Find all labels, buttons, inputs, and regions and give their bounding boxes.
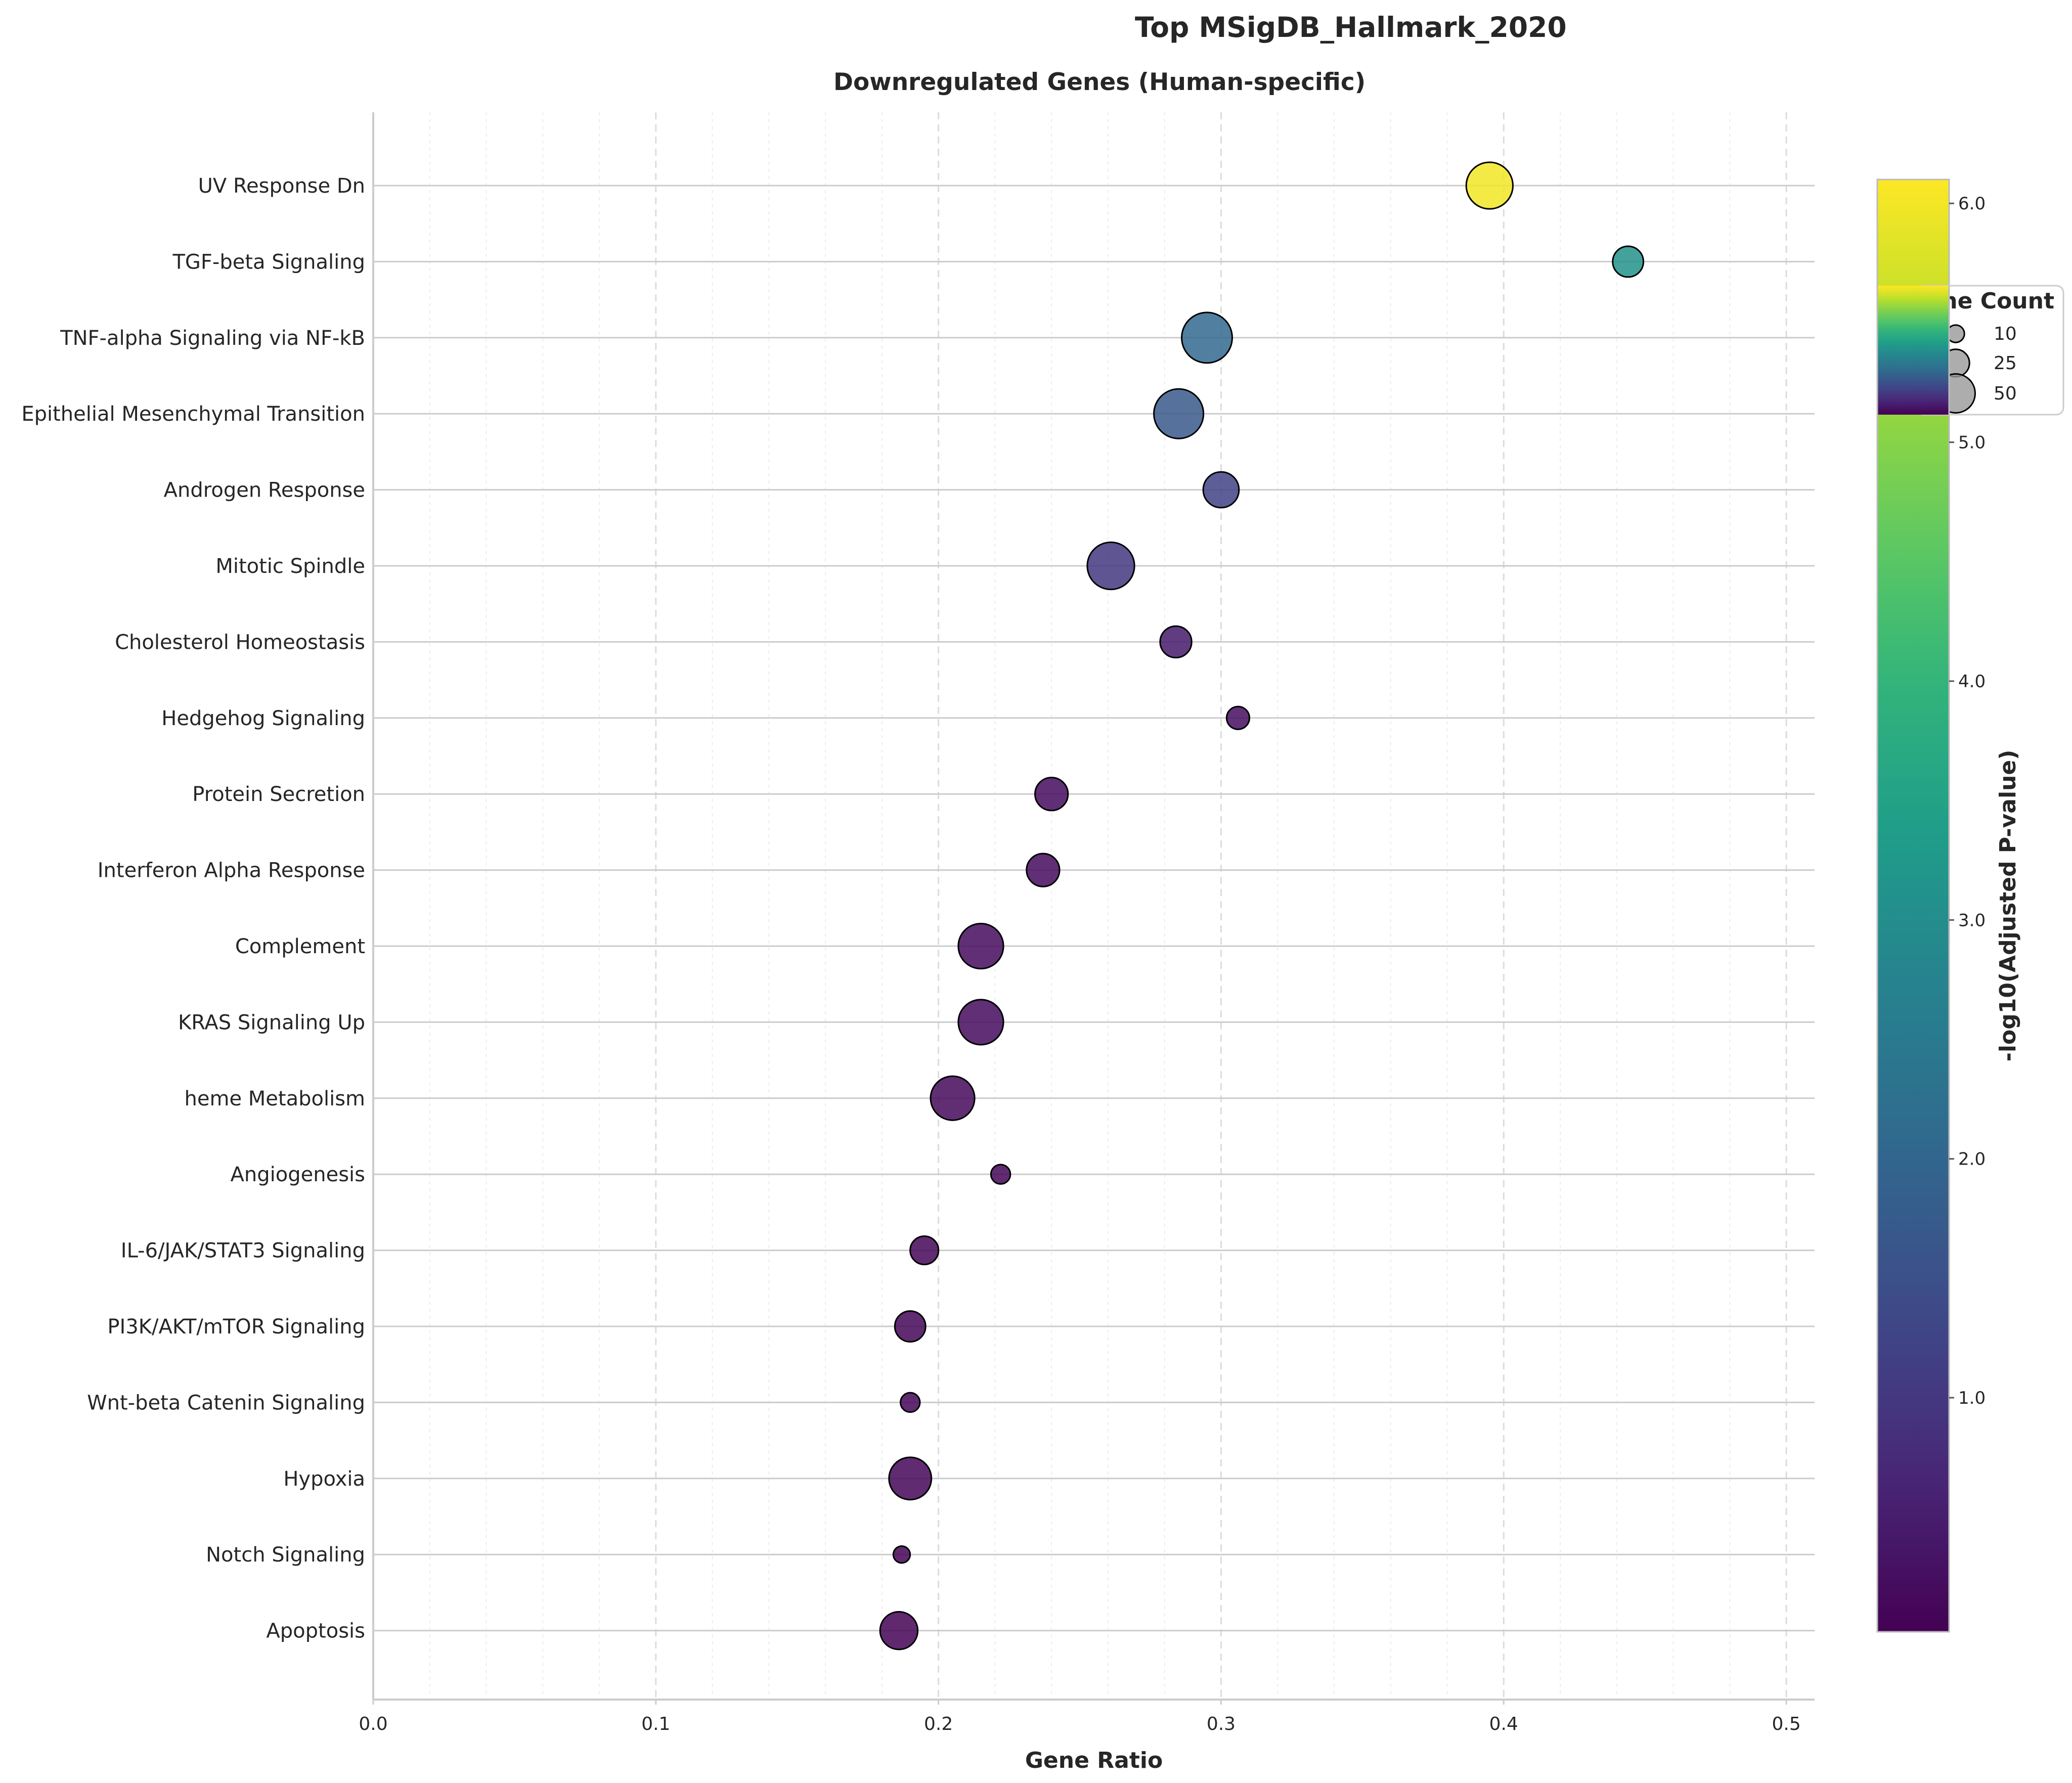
data-point bbox=[879, 1611, 919, 1651]
colorbar-tick-label: 6.0 bbox=[1958, 194, 1986, 214]
colorbar-tick-label: 1.0 bbox=[1958, 1388, 1986, 1408]
y-tick-label: Mitotic Spindle bbox=[215, 555, 365, 578]
data-point bbox=[1034, 777, 1069, 812]
colorbar-tick-label: 2.0 bbox=[1958, 1149, 1986, 1170]
y-tick-label: Hypoxia bbox=[283, 1467, 365, 1491]
y-tick-label: Apoptosis bbox=[266, 1620, 365, 1643]
colorbar-overlap bbox=[1877, 286, 1949, 415]
colorbar bbox=[1876, 179, 1950, 1633]
y-tick-label: Angiogenesis bbox=[231, 1163, 365, 1186]
x-tick-label: 0.3 bbox=[1207, 1714, 1236, 1734]
x-tick-label: 0.4 bbox=[1489, 1714, 1518, 1734]
colorbar-tick-label: 3.0 bbox=[1958, 910, 1986, 930]
y-tick-label: Protein Secretion bbox=[192, 783, 365, 806]
data-point bbox=[1612, 245, 1645, 278]
y-tick-label: PI3K/AKT/mTOR Signaling bbox=[107, 1315, 365, 1339]
data-point bbox=[1181, 311, 1233, 364]
chart-subtitle: Downregulated Genes (Human-specific) bbox=[833, 68, 1366, 96]
data-point bbox=[1225, 705, 1251, 730]
data-point bbox=[1026, 853, 1061, 887]
y-tick-label: KRAS Signaling Up bbox=[178, 1011, 365, 1034]
y-tick-label: Wnt-beta Catenin Signaling bbox=[87, 1391, 365, 1414]
y-tick-label: heme Metabolism bbox=[185, 1087, 365, 1110]
data-point bbox=[1153, 388, 1205, 439]
data-point bbox=[894, 1310, 927, 1343]
plot-area bbox=[373, 112, 1815, 1700]
colorbar-tick-label: 4.0 bbox=[1958, 672, 1986, 692]
size-legend-label: 10 bbox=[1994, 324, 2017, 344]
x-tick-label: 0.5 bbox=[1772, 1714, 1800, 1734]
x-tick-label: 0.0 bbox=[359, 1714, 387, 1734]
colorbar-tick-label: 5.0 bbox=[1958, 433, 1986, 453]
y-tick-label: TGF-beta Signaling bbox=[172, 250, 365, 274]
data-point bbox=[909, 1235, 940, 1266]
y-tick-label: Complement bbox=[235, 935, 365, 958]
x-tick-label: 0.1 bbox=[641, 1714, 670, 1734]
y-tick-label: TNF-alpha Signaling via NF-kB bbox=[60, 327, 365, 350]
data-point bbox=[957, 999, 1004, 1046]
y-tick-label: Hedgehog Signaling bbox=[161, 707, 365, 730]
x-axis-label: Gene Ratio bbox=[1025, 1748, 1163, 1773]
size-legend-label: 25 bbox=[1994, 353, 2017, 374]
data-point bbox=[957, 922, 1004, 970]
data-point bbox=[990, 1164, 1011, 1185]
data-point bbox=[1159, 625, 1193, 659]
x-tick-label: 0.2 bbox=[924, 1714, 953, 1734]
data-point bbox=[1202, 471, 1240, 509]
colorbar-label: -log10(Adjusted P-value) bbox=[1995, 750, 2021, 1062]
data-point bbox=[888, 1456, 933, 1501]
data-point bbox=[892, 1545, 911, 1564]
y-tick-label: UV Response Dn bbox=[198, 174, 365, 198]
y-tick-label: Cholesterol Homeostasis bbox=[115, 631, 365, 654]
y-tick-label: Androgen Response bbox=[164, 479, 365, 502]
data-point bbox=[900, 1392, 921, 1413]
data-point bbox=[930, 1075, 976, 1121]
y-tick-label: Interferon Alpha Response bbox=[98, 859, 365, 882]
data-point bbox=[1086, 541, 1135, 591]
chart-title: Top MSigDB_Hallmark_2020 bbox=[1135, 11, 1567, 43]
y-tick-label: Epithelial Mesenchymal Transition bbox=[21, 403, 365, 426]
y-tick-label: IL-6/JAK/STAT3 Signaling bbox=[121, 1239, 365, 1263]
y-tick-label: Notch Signaling bbox=[206, 1543, 365, 1567]
size-legend-label: 50 bbox=[1994, 383, 2017, 404]
data-point bbox=[1465, 161, 1514, 210]
